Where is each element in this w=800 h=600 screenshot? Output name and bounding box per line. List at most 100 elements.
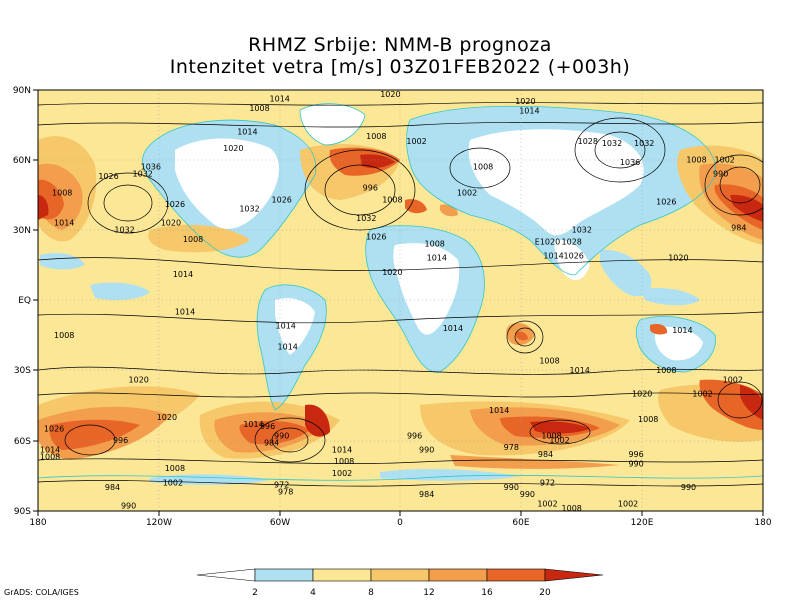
isobar-label: 1008 [54,331,74,340]
colorbar-bin-2-4 [254,568,314,582]
isobar-label: 1014 [276,322,296,331]
isobar-label: 1008 [52,188,72,197]
isobar-label: 996 [628,450,643,459]
isobar-label: 990 [628,460,643,469]
isobar-label: 1028 [578,137,598,146]
isobar-label: 1002 [692,389,712,398]
lon-label-60w: 60W [270,518,290,528]
isobar-label: 996 [87,532,102,541]
isobar-label: 984 [731,223,746,232]
colorbar-bin-8-12 [370,568,430,582]
isobar-label: 1008 [183,235,203,244]
lon-label-180w: 180 [29,518,46,528]
graticule [38,90,763,511]
isobar-label: 1032 [602,139,622,148]
isobar-label: 1020 [515,97,535,106]
isobar-label: 1002 [537,499,557,508]
isobar-label: 1020 [382,268,402,277]
isobar-label: 1008 [40,453,60,462]
lon-label-120e: 120E [631,518,654,528]
colorbar-tick-8: 8 [368,588,374,598]
isobar-label: 996 [363,184,378,193]
isobar-label: 990 [121,502,136,511]
isobar-label: E1020 [535,237,560,246]
isobar-label: 990 [274,432,289,441]
map-title-line1: RHMZ Srbije: NMM-B prognoza [248,34,552,56]
isobar-label: 1026 [564,251,584,260]
isobar-label: 1008 [334,457,354,466]
lon-label-60e: 60E [512,518,529,528]
isobar-label: 1002 [618,499,638,508]
isobar-label: 1002 [406,137,426,146]
isobar-label: 1002 [549,436,569,445]
isobar-label: 1008 [249,104,269,113]
isobar-label: 990 [713,170,728,179]
isobar-label: 990 [681,483,696,492]
isobar-label: 1014 [570,366,590,375]
isobar-label: 1032 [356,214,376,223]
lon-label-180e: 180 [754,518,771,528]
isobar-label: 1020 [668,254,688,263]
isobar-label: 1026 [44,425,64,434]
colorbar [196,568,604,582]
isobar-label: 1008 [539,357,559,366]
isobar-label: 1020 [223,144,243,153]
isobar-label: 990 [302,520,317,529]
map-title-line2: Intenzitet vetra [m/s] 03Z01FEB2022 (+00… [169,56,631,78]
isobar-label: 996 [113,436,128,445]
isobar-label: 1008 [541,432,561,441]
isobar-label: 1008 [187,539,207,548]
isobar-label: 1020 [129,375,149,384]
isobar-label: 1014 [40,446,60,455]
isobar-label: 1008 [366,132,386,141]
lon-label-120w: 120W [146,518,172,528]
grads-credit: GrADS: COLA/IGES [4,588,79,597]
isobar-label: 1014 [443,324,463,333]
isobar-label: 1014 [175,308,195,317]
colorbar-tick-2: 2 [252,588,258,598]
colorbar-bin-16-20 [486,568,546,582]
isobar-label: 1026 [656,198,676,207]
isobar-label: 1008 [425,240,445,249]
isobar-label: 972 [540,478,555,487]
lat-label-90s: 90S [14,507,31,517]
lat-label-30n: 30N [13,226,31,236]
colorbar-bin-4-8 [312,568,372,582]
isobar-label: 1014 [54,219,74,228]
isobar-label: 1026 [165,200,185,209]
isobar-label: 1014 [543,251,563,260]
isobar-label: 1014 [243,420,263,429]
isobar-label: 1036 [620,158,640,167]
isobar-label: 1008 [638,415,658,424]
isobar-label: 1002 [163,478,183,487]
isobar-label: 1014 [237,127,257,136]
lat-label-60s: 60S [14,437,31,447]
isobar-label: 1036 [141,163,161,172]
isobar-label: 1002 [723,375,743,384]
isobar-label: 1008 [382,195,402,204]
isobar-label: 984 [105,483,120,492]
isobar-label: 1014 [332,446,352,455]
isobar-label: 1028 [562,237,582,246]
lon-label-0: 0 [397,518,403,528]
isobar-label: 1014 [270,95,290,104]
coastlines [38,103,763,481]
isobar-label: 1002 [332,469,352,478]
isobar-label: 1008 [473,163,493,172]
colorbar-low-arrow [196,568,256,582]
isobar-label: 996 [236,525,251,534]
isobar-label: 996 [653,511,668,520]
isobar-label: 1026 [98,172,118,181]
isobar-label: 996 [260,422,275,431]
isobar-label: 1032 [114,226,134,235]
isobar-label: 1008 [656,366,676,375]
isobar-label: 984 [419,490,434,499]
isobar-label: 1020 [157,413,177,422]
colorbar-tick-16: 16 [481,588,493,598]
axis-ticks [33,89,764,516]
isobar-label: 978 [504,443,519,452]
lat-label-30s: 30S [14,366,31,376]
isobar-label: 1008 [562,504,582,513]
isobar-label: 1002 [457,188,477,197]
